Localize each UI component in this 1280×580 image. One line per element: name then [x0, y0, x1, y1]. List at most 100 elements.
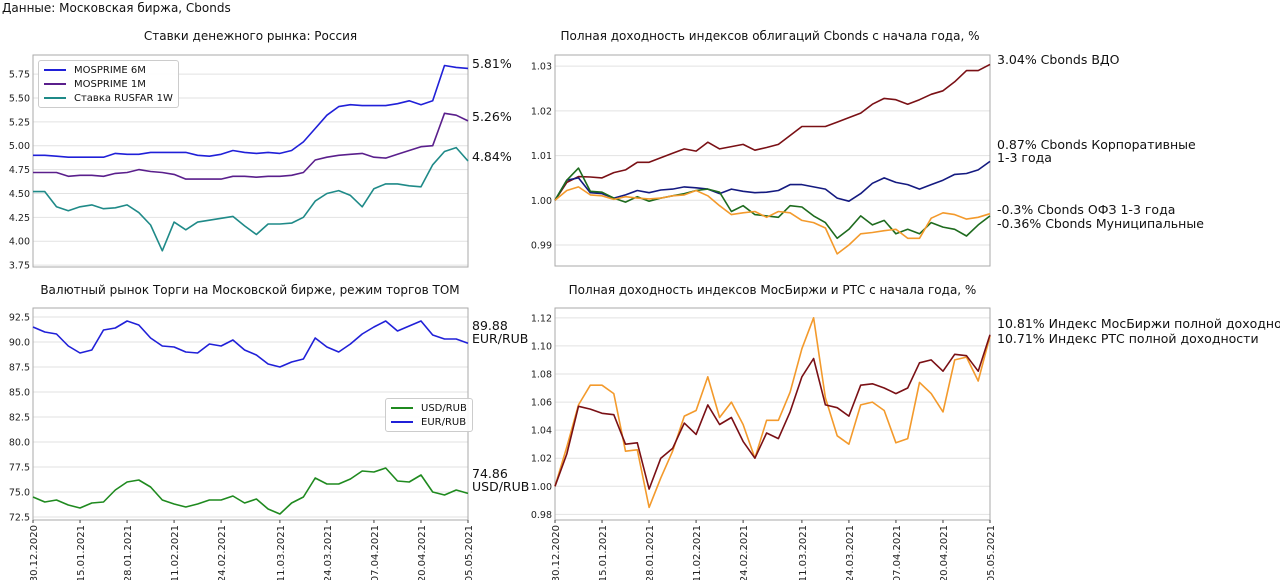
- end-label-usd-name: USD/RUB: [472, 479, 530, 494]
- series-line-0: [554, 316, 991, 509]
- chart-0: 3.75 4.00 4.25 4.50 4.75 5.00 5.25 5.50 5.75: [9, 54, 469, 272]
- y-tick-label: 5.75: [9, 70, 30, 81]
- x-tick-label: 07.04.2021: [370, 525, 381, 580]
- legend-item: Ставка RUSFAR 1W: [44, 91, 173, 105]
- legend-swatch: [44, 97, 66, 99]
- y-tick-label: 1.01: [531, 151, 552, 162]
- y-tick-label: 72.5: [9, 513, 30, 524]
- y-tick-label: 90.0: [9, 338, 30, 349]
- y-tick-label: 1.10: [531, 341, 552, 352]
- chart-title-equity: Полная доходность индексов МосБиржи и РТ…: [568, 283, 977, 297]
- legend-label: MOSPRIME 1M: [74, 78, 146, 90]
- end-label-moex: 10.81% Индекс МосБиржи полной доходности: [997, 316, 1280, 331]
- chart-2: 72.5 75.0 77.5 80.0 82.5 85.0 87.5 90.0 92.5 30.1…: [9, 307, 475, 580]
- y-tick-label: 1.02: [531, 454, 552, 465]
- plot-frame: [554, 307, 991, 521]
- x-tick-label: 11.03.2021: [798, 525, 809, 580]
- x-tick-label: 24.02.2021: [739, 525, 750, 580]
- x-tick-label: 24.03.2021: [845, 525, 856, 580]
- end-label-mosprime-6m: 5.81%: [472, 56, 512, 71]
- y-tick-label: 4.75: [9, 165, 30, 176]
- legend-item: MOSPRIME 6M: [44, 63, 173, 77]
- y-tick-label: 3.75: [9, 261, 30, 272]
- data-source-note: Данные: Московская биржа, Cbonds: [2, 1, 231, 15]
- y-tick-label: 4.00: [9, 237, 30, 248]
- x-tick-label: 30.12.2020: [551, 525, 562, 580]
- series-line-usd-rub: [32, 467, 469, 515]
- end-label-rusfar: 4.84%: [472, 149, 512, 164]
- y-tick-label: 77.5: [9, 463, 30, 474]
- y-tick-label: 5.25: [9, 117, 30, 128]
- chart-1: 0.99 1.00 1.01 1.02 1.03: [531, 54, 991, 267]
- series-line-eur-rub: [32, 320, 469, 368]
- y-tick-label: 0.99: [531, 240, 552, 251]
- y-tick-label: 1.06: [531, 398, 552, 409]
- end-label-mosprime-1m: 5.26%: [472, 109, 512, 124]
- x-tick-label: 20.04.2021: [417, 525, 428, 580]
- legend-label: Ставка RUSFAR 1W: [74, 92, 173, 104]
- end-label-cbonds-corp: 0.87% Cbonds Корпоративные: [997, 137, 1196, 152]
- y-tick-label: 1.03: [531, 62, 552, 73]
- x-tick-label: 05.05.2021: [464, 525, 475, 580]
- legend-label: MOSPRIME 6M: [74, 64, 146, 76]
- end-label-cbonds-corp-line2: 1-3 года: [997, 150, 1052, 165]
- legend-item: EUR/RUB: [391, 415, 467, 429]
- x-tick-label: 28.01.2021: [123, 525, 134, 580]
- end-label-usd-value: 74.86: [472, 466, 508, 481]
- x-tick-label: 05.05.2021: [986, 525, 997, 580]
- y-tick-label: 85.0: [9, 388, 30, 399]
- end-label-eur-value: 89.88: [472, 318, 508, 333]
- y-tick-label: 92.5: [9, 313, 30, 324]
- x-tick-label: 15.01.2021: [598, 525, 609, 580]
- legend-item: MOSPRIME 1M: [44, 77, 173, 91]
- legend-label: USD/RUB: [421, 402, 467, 414]
- x-tick-label: 07.04.2021: [892, 525, 903, 580]
- y-tick-label: 1.04: [531, 426, 552, 437]
- y-tick-label: 1.08: [531, 369, 552, 380]
- end-label-eur-name: EUR/RUB: [472, 331, 529, 346]
- x-tick-label: 24.02.2021: [217, 525, 228, 580]
- legend-item: USD/RUB: [391, 401, 467, 415]
- x-tick-label: 11.02.2021: [170, 525, 181, 580]
- y-tick-label: 5.00: [9, 141, 30, 152]
- series-line-1: [554, 334, 991, 490]
- legend-money-market: MOSPRIME 6M MOSPRIME 1M Ставка RUSFAR 1W: [38, 60, 179, 108]
- series-line-1: [554, 160, 991, 202]
- y-tick-label: 0.98: [531, 510, 552, 521]
- plot-frame: [554, 54, 991, 267]
- legend-swatch: [391, 407, 413, 409]
- x-tick-label: 20.04.2021: [939, 525, 950, 580]
- end-label-cbonds-vdo: 3.04% Cbonds ВДО: [997, 52, 1120, 67]
- y-tick-label: 4.50: [9, 189, 30, 200]
- legend-fx: USD/RUB EUR/RUB: [385, 398, 473, 432]
- chart-3: 0.98 1.00 1.02 1.04 1.06 1.08 1.10 1.12 30.12.20…: [531, 307, 997, 580]
- series-line-2: [554, 167, 991, 240]
- y-tick-label: 87.5: [9, 363, 30, 374]
- legend-swatch: [391, 421, 413, 423]
- y-tick-label: 1.00: [531, 482, 552, 493]
- x-tick-label: 28.01.2021: [645, 525, 656, 580]
- x-tick-label: 11.02.2021: [692, 525, 703, 580]
- chart-title-money-market: Ставки денежного рынка: Россия: [143, 29, 358, 43]
- end-label-cbonds-muni: -0.36% Cbonds Муниципальные: [997, 216, 1204, 231]
- x-tick-label: 11.03.2021: [276, 525, 287, 580]
- end-label-cbonds-ofz: -0.3% Cbonds ОФЗ 1-3 года: [997, 202, 1176, 217]
- y-tick-label: 80.0: [9, 438, 30, 449]
- series-line-0: [554, 63, 991, 201]
- chart-title-cbonds: Полная доходность индексов облигаций Cbo…: [560, 29, 980, 43]
- x-tick-label: 15.01.2021: [76, 525, 87, 580]
- x-tick-label: 30.12.2020: [29, 525, 40, 580]
- series-line-mosprime-1m: [33, 112, 469, 180]
- chart-title-fx: Валютный рынок Торги на Московской бирже…: [40, 283, 460, 297]
- y-tick-label: 82.5: [9, 413, 30, 424]
- y-tick-label: 75.0: [9, 488, 30, 499]
- legend-swatch: [44, 83, 66, 85]
- end-label-rts: 10.71% Индекс РТС полной доходности: [997, 331, 1259, 346]
- legend-swatch: [44, 69, 66, 71]
- legend-label: EUR/RUB: [421, 416, 467, 428]
- y-tick-label: 1.12: [531, 313, 552, 324]
- series-line--rusfar-1w: [33, 146, 469, 252]
- x-tick-label: 24.03.2021: [323, 525, 334, 580]
- series-line-3: [554, 186, 991, 255]
